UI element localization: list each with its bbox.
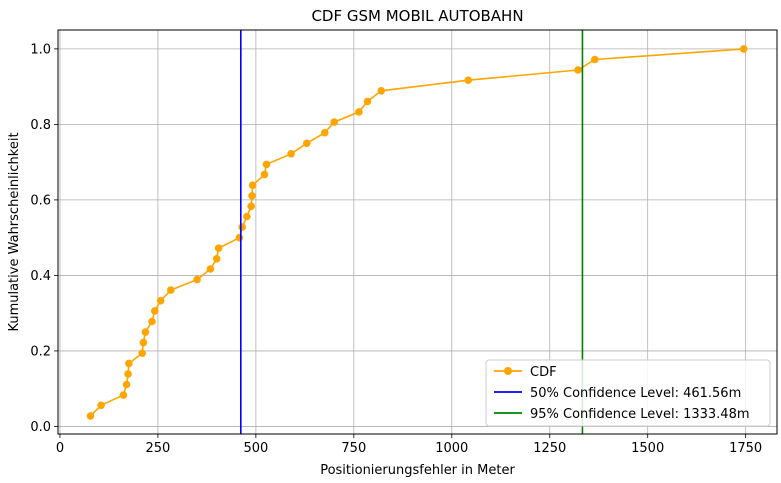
legend: CDF 50% Confidence Level: 461.56m 95% Co… xyxy=(485,359,771,427)
cdf-data-point xyxy=(243,212,251,221)
cdf-data-point xyxy=(138,349,146,358)
cdf-data-point xyxy=(321,128,329,137)
cdf-data-point xyxy=(119,391,128,399)
cdf-data-point xyxy=(97,401,105,410)
y-tick-label: 0.8 xyxy=(30,118,51,133)
x-tick-label: 750 xyxy=(341,441,366,456)
cdf-data-point xyxy=(238,223,246,231)
cdf-data-point xyxy=(214,244,223,252)
cdf-data-point xyxy=(206,265,215,273)
legend-label-50pct: 50% Confidence Level: 461.56m xyxy=(530,386,741,401)
axis-ticks: 0 250 500 750 1000 1250 1500 1750 0.0 0.2 0.4 0.6 0.… xyxy=(30,42,762,456)
cdf-data-point xyxy=(151,307,159,315)
cdf-data-point xyxy=(247,202,255,211)
legend-box xyxy=(485,359,771,427)
cdf-data-point xyxy=(739,45,748,53)
x-tick-label: 500 xyxy=(243,441,268,456)
cdf-data-point xyxy=(287,150,295,158)
cdf-data-point xyxy=(262,160,271,169)
y-axis-label: Kumulative Wahrscheinlichkeit xyxy=(7,132,22,331)
cdf-data-point xyxy=(167,286,175,294)
y-tick-label: 1.0 xyxy=(30,42,51,57)
plot-area xyxy=(86,30,748,434)
cdf-data-point xyxy=(464,76,473,84)
cdf-data-point xyxy=(212,254,221,263)
cdf-data-point xyxy=(591,55,599,64)
legend-label-95pct: 95% Confidence Level: 1333.48m xyxy=(530,407,750,422)
legend-marker-cdf xyxy=(504,367,512,375)
x-axis-label: Positionierungsfehler in Meter xyxy=(320,463,515,478)
cdf-data-point xyxy=(86,412,95,420)
y-tick-label: 0.6 xyxy=(30,193,51,208)
cdf-data-point xyxy=(235,233,244,242)
chart-title: CDF GSM MOBIL AUTOBAHN xyxy=(311,7,523,25)
x-tick-label: 1250 xyxy=(533,441,566,456)
cdf-data-point xyxy=(248,181,257,189)
x-tick-label: 1750 xyxy=(729,441,762,456)
x-tick-label: 1500 xyxy=(631,441,664,456)
cdf-data-point xyxy=(193,275,201,284)
y-tick-label: 0.2 xyxy=(30,344,51,359)
cdf-data-point xyxy=(355,108,363,116)
cdf-data-point xyxy=(148,317,156,326)
cdf-data-point xyxy=(248,192,256,200)
x-tick-label: 1000 xyxy=(435,441,468,456)
cdf-data-point xyxy=(139,338,148,347)
y-tick-label: 0.4 xyxy=(30,269,51,284)
cdf-data-point xyxy=(124,370,132,378)
cdf-data-point xyxy=(122,380,131,389)
cdf-data-point xyxy=(330,118,339,126)
cdf-data-point xyxy=(125,359,133,368)
x-tick-label: 0 xyxy=(56,441,64,456)
cdf-data-point xyxy=(377,87,386,95)
cdf-data-point xyxy=(363,97,372,106)
cdf-data-point xyxy=(156,296,165,305)
cdf-data-point xyxy=(574,66,582,74)
cdf-data-point xyxy=(260,170,269,179)
x-tick-label: 250 xyxy=(146,441,171,456)
grid-lines xyxy=(58,30,777,434)
legend-label-cdf: CDF xyxy=(530,365,557,380)
y-tick-label: 0.0 xyxy=(30,420,51,435)
plot-frame xyxy=(57,29,778,435)
cdf-data-point xyxy=(303,139,311,148)
cdf-data-point xyxy=(141,328,150,336)
